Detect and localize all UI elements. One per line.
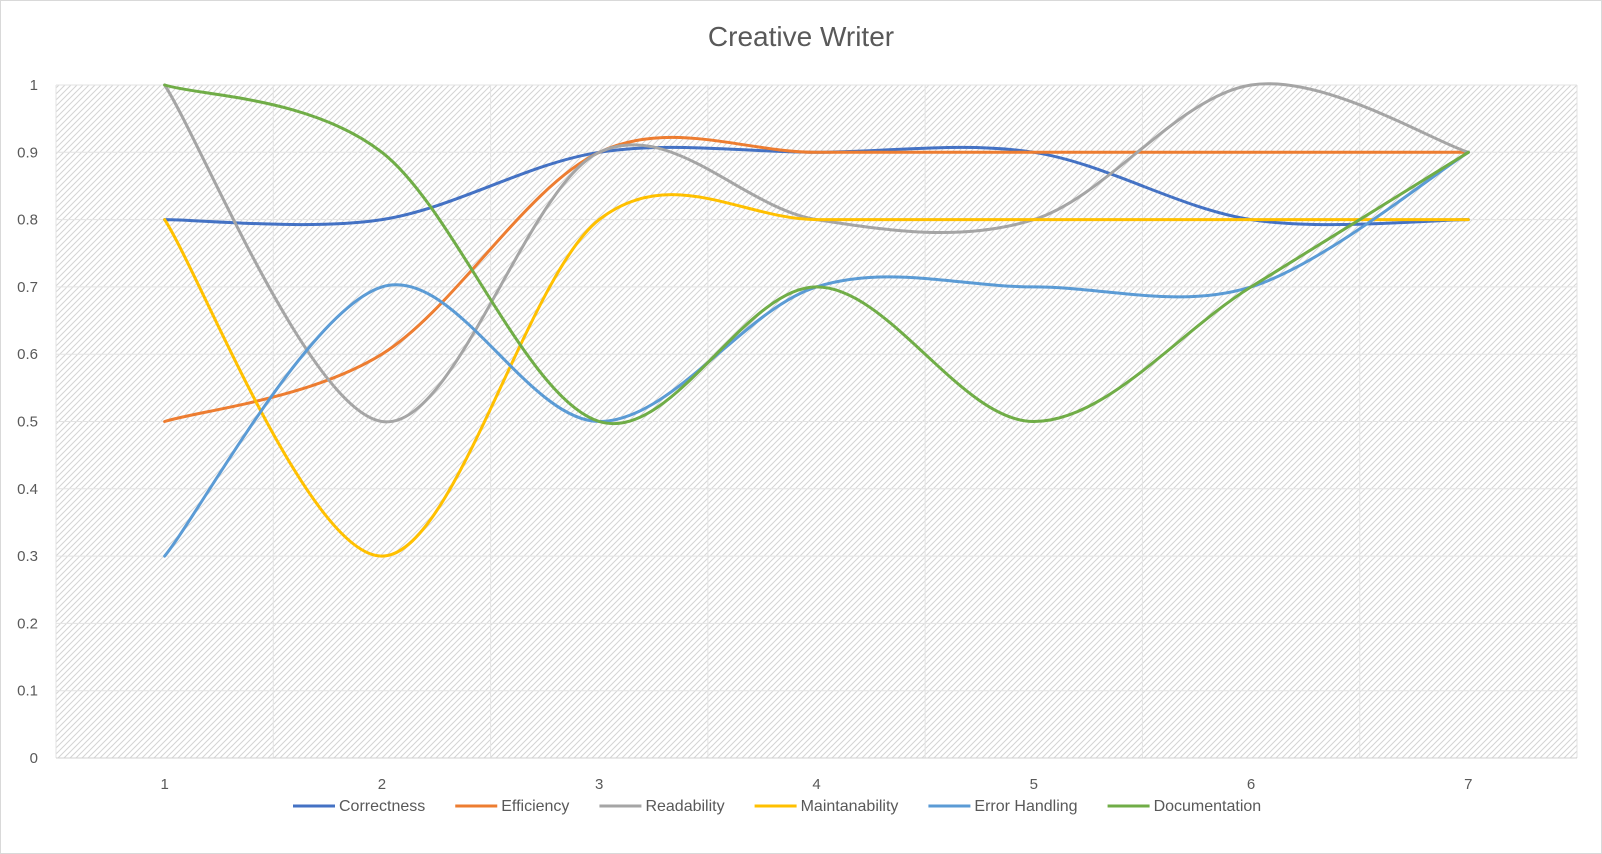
legend-label: Efficiency xyxy=(501,798,569,815)
x-tick-label: 5 xyxy=(1030,776,1038,793)
legend-label: Correctness xyxy=(339,798,425,815)
x-tick-label: 2 xyxy=(378,776,386,793)
y-tick-label: 0.2 xyxy=(17,615,38,632)
y-tick-label: 0.3 xyxy=(17,548,38,565)
legend-item-documentation: Documentation xyxy=(1107,798,1262,815)
y-tick-label: 0 xyxy=(30,750,38,767)
legend-item-readability: Readability xyxy=(599,798,725,815)
y-tick-label: 0.7 xyxy=(17,279,38,296)
x-axis: 1 2 3 4 5 6 7 xyxy=(160,776,1472,793)
y-axis: 0 0.1 0.2 0.3 0.4 0.5 0.6 0.7 0.8 0.9 1 xyxy=(17,77,38,767)
y-tick-label: 1 xyxy=(30,77,38,94)
series-line-efficiency xyxy=(163,135,1470,423)
y-tick-label: 0.6 xyxy=(17,346,38,363)
x-tick-label: 7 xyxy=(1464,776,1472,793)
legend-label: Readability xyxy=(645,798,724,815)
x-tick-label: 1 xyxy=(160,776,168,793)
series-line-documentation xyxy=(163,83,1470,426)
legend-label: Documentation xyxy=(1154,798,1262,815)
legend-item-error-handling: Error Handling xyxy=(928,798,1078,815)
y-tick-label: 0.8 xyxy=(17,212,38,229)
y-tick-label: 0.1 xyxy=(17,683,38,700)
y-tick-label: 0.4 xyxy=(17,481,38,498)
x-tick-label: 6 xyxy=(1247,776,1255,793)
legend-item-efficiency: Efficiency xyxy=(455,798,569,815)
y-tick-label: 0.5 xyxy=(17,414,38,431)
legend: Correctness Efficiency Readability Maintana… xyxy=(293,798,1261,815)
legend-item-maintanability: Maintanability xyxy=(754,798,899,815)
y-tick-label: 0.9 xyxy=(17,144,38,161)
x-tick-label: 3 xyxy=(595,776,603,793)
series-line-maintanability xyxy=(163,193,1470,558)
legend-item-correctness: Correctness xyxy=(293,798,425,815)
series-lines xyxy=(163,82,1470,558)
series-line-readability xyxy=(163,82,1470,424)
x-tick-label: 4 xyxy=(812,776,820,793)
chart-title: Creative Writer xyxy=(707,21,895,52)
legend-label: Error Handling xyxy=(974,798,1077,815)
legend-label: Maintanability xyxy=(801,798,899,815)
